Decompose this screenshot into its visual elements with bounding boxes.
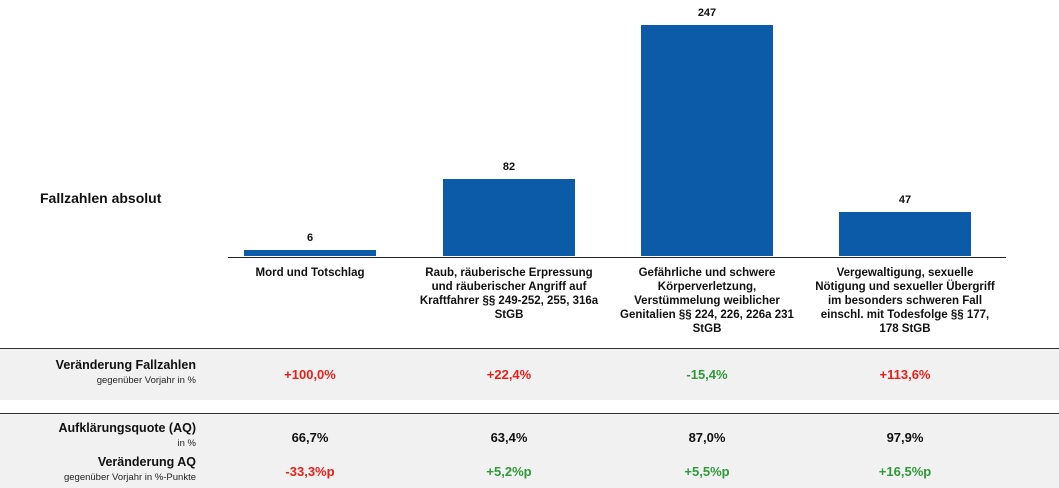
row-label: Veränderung AQ — [97, 455, 196, 469]
data-label: 247 — [697, 7, 717, 19]
bar — [641, 25, 773, 256]
data-label: 47 — [898, 194, 912, 207]
x-tick-label: Gefährliche und schwere Körperverletzung… — [620, 267, 794, 335]
table-cell: +5,5%p — [684, 464, 730, 479]
separator — [0, 413, 1059, 414]
bar — [443, 179, 575, 256]
separator — [0, 348, 1059, 349]
x-tick-label: Vergewaltigung, sexuelle Nötigung und se… — [815, 267, 995, 335]
table-cell: +16,5%p — [878, 464, 932, 479]
bar — [839, 212, 971, 256]
table-cell: +100,0% — [284, 367, 336, 382]
row-label: Aufklärungsquote (AQ) — [58, 421, 197, 435]
chart-title: Fallzahlen absolut — [40, 190, 162, 206]
data-label: 6 — [306, 232, 314, 245]
table-panel — [0, 349, 1059, 400]
table-cell: +5,2%p — [486, 464, 532, 479]
row-sublabel: in % — [177, 438, 196, 449]
x-tick-label: Raub, räuberische Erpressung und räuberi… — [419, 267, 599, 321]
table-cell: 97,9% — [886, 430, 924, 445]
table-cell: +22,4% — [486, 367, 532, 382]
table-cell: 87,0% — [688, 430, 726, 445]
row-label: Veränderung Fallzahlen — [55, 358, 196, 372]
row-sublabel: gegenüber Vorjahr in %-Punkte — [63, 472, 196, 483]
data-label: 82 — [502, 161, 516, 174]
bar — [244, 250, 376, 256]
x-tick-label: Mord und Totschlag — [255, 267, 365, 279]
table-cell: +113,6% — [879, 367, 931, 382]
table-panel — [0, 414, 1059, 488]
row-sublabel: gegenüber Vorjahr in % — [96, 375, 196, 386]
table-cell: 63,4% — [490, 430, 528, 445]
table-cell: -33,3%p — [285, 464, 335, 479]
baseline — [228, 257, 1006, 258]
table-cell: -15,4% — [686, 367, 728, 382]
table-cell: 66,7% — [291, 430, 329, 445]
